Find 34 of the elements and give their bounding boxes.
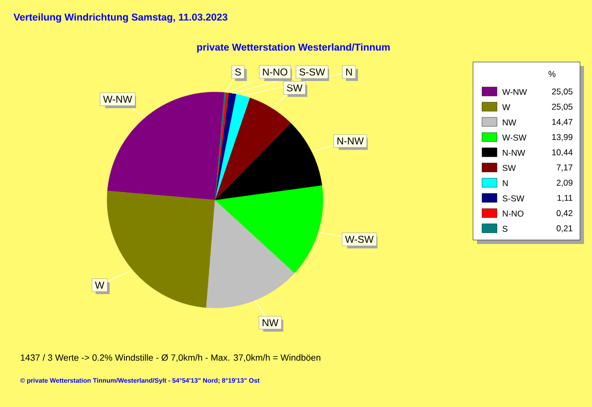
slice-label: S	[235, 68, 241, 76]
legend-label: W-SW	[502, 134, 526, 141]
slice-label: W-NW	[103, 96, 132, 103]
data-label: 25,05	[552, 104, 572, 111]
data-label: 1,11	[558, 194, 572, 202]
data-label: 7,17	[556, 164, 572, 172]
legend-label: N-NW	[502, 150, 526, 156]
legend-title: %	[548, 71, 556, 77]
legend-label: W	[502, 104, 510, 110]
slice-label: SW	[286, 84, 302, 92]
legend-label: S-SW	[502, 195, 524, 202]
slice-label: N	[346, 68, 352, 76]
slice-label: S-SW	[299, 68, 325, 76]
legend-label: S	[502, 226, 508, 232]
slice-label: N-NW	[337, 138, 364, 144]
data-label: 13,99	[552, 134, 572, 142]
data-label: 25,05	[552, 88, 572, 96]
data-label: 0,42	[556, 210, 572, 218]
slice-label: N-NO	[263, 68, 288, 76]
chart-title: Verteilung Windrichtung Samstag, 11.03.2023	[14, 13, 228, 23]
legend-label: N	[502, 180, 508, 186]
slice-label: NW	[262, 319, 278, 326]
chart-subtitle: private Wetterstation Westerland/Tinnum	[197, 43, 390, 53]
slice-label: W	[94, 282, 104, 289]
legend-label: NW	[502, 119, 516, 126]
data-label: 14,47	[552, 118, 572, 126]
slice-label: W-SW	[345, 236, 374, 243]
data-label: 0,21	[556, 225, 572, 232]
legend-label: SW	[502, 165, 516, 171]
text: 1437 / 3 Werte -> 0.2% Windstille - Ø 7,0km/h - Max. 37,0km/h = Windböen	[20, 354, 320, 362]
data-label: 10,44	[552, 149, 573, 156]
data-label: 2,09	[556, 180, 572, 187]
legend-label: W-NW	[502, 89, 527, 95]
legend-label: N-NO	[502, 210, 524, 217]
